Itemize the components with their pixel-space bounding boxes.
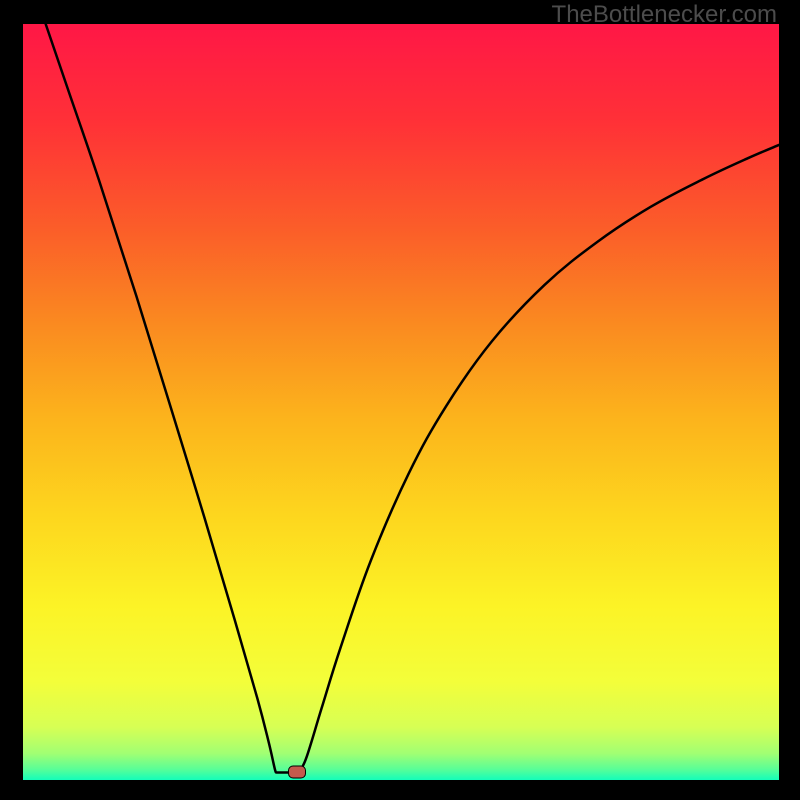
chart-frame: TheBottlenecker.com (0, 0, 800, 800)
gradient-background (23, 24, 779, 780)
curve-svg (23, 24, 779, 780)
plot-area (23, 24, 779, 780)
watermark-text: TheBottlenecker.com (552, 1, 777, 29)
current-config-marker (288, 766, 306, 779)
